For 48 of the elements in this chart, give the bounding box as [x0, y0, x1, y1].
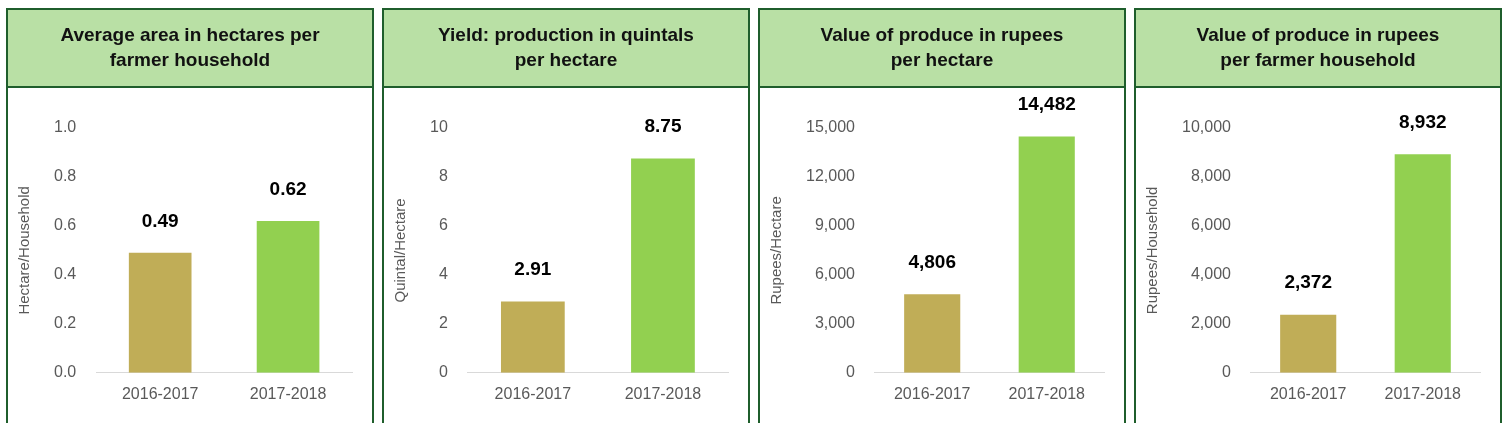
data-label: 0.49	[141, 209, 179, 231]
data-label: 2,372	[1284, 271, 1332, 293]
x-tick-label: 2016-2017	[494, 384, 572, 402]
y-tick-label: 0.0	[53, 363, 77, 381]
chart-title: Value of produce in rupees per hectare	[760, 10, 1124, 88]
y-axis-title: Hectare/Household	[15, 186, 33, 315]
data-label: 0.62	[269, 177, 307, 199]
data-label: 14,482	[1017, 93, 1076, 115]
y-tick-label: 6	[438, 216, 448, 234]
y-tick-label: 10,000	[1182, 118, 1232, 136]
y-tick-label: 8	[438, 167, 448, 185]
data-label: 2.91	[514, 258, 552, 280]
data-label: 8,932	[1398, 110, 1447, 132]
x-tick-label: 2016-2017	[893, 384, 971, 402]
y-tick-label: 2	[438, 314, 448, 332]
y-tick-label: 12,000	[806, 167, 856, 185]
y-tick-label: 0.6	[53, 216, 77, 234]
y-tick-label: 0	[438, 363, 448, 381]
y-axis-title: Rupees/Hectare	[767, 196, 785, 305]
y-tick-label: 10	[430, 118, 448, 136]
data-label: 8.75	[644, 115, 682, 137]
y-tick-label: 4,000	[1190, 265, 1232, 283]
x-tick-label: 2016-2017	[1269, 384, 1347, 402]
x-tick-label: 2017-2018	[249, 384, 327, 402]
y-tick-label: 0.2	[53, 314, 77, 332]
chart-title: Value of produce in rupees per farmer household	[1136, 10, 1500, 88]
y-tick-label: 15,000	[806, 118, 856, 136]
chart-title: Average area in hectares per farmer household	[8, 10, 372, 88]
y-axis-title: Quintal/Hectare	[391, 198, 409, 303]
y-tick-label: 1.0	[53, 118, 77, 136]
y-tick-label: 8,000	[1190, 167, 1232, 185]
y-tick-label: 6,000	[814, 265, 856, 283]
x-tick-label: 2017-2018	[624, 384, 702, 402]
y-tick-label: 3,000	[814, 314, 856, 332]
y-tick-label: 0	[846, 363, 856, 381]
y-tick-label: 0.8	[53, 167, 77, 185]
y-tick-label: 6,000	[1190, 216, 1232, 234]
y-tick-label: 0.4	[53, 265, 77, 283]
x-tick-label: 2017-2018	[1384, 384, 1462, 402]
y-tick-label: 9,000	[814, 216, 856, 234]
y-tick-label: 4	[438, 265, 448, 283]
data-label: 4,806	[908, 251, 956, 273]
y-tick-label: 0	[1222, 363, 1232, 381]
chart-title: Yield: production in quintals per hectare	[384, 10, 748, 88]
y-axis-title: Rupees/Household	[1143, 186, 1161, 315]
x-tick-label: 2017-2018	[1008, 384, 1086, 402]
y-tick-label: 2,000	[1190, 314, 1232, 332]
x-tick-label: 2016-2017	[121, 384, 199, 402]
